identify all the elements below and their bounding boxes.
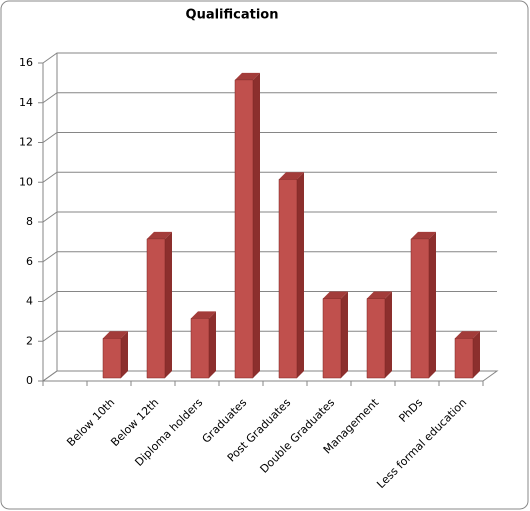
- y-tick-label: 0: [26, 374, 33, 387]
- bar-front: [410, 238, 430, 379]
- bar-top: [455, 331, 480, 339]
- grid-line: [42, 291, 497, 302]
- y-tick-label: 14: [19, 96, 33, 109]
- bar: [454, 331, 480, 379]
- grid-line: [42, 251, 497, 263]
- bar-side: [253, 72, 260, 378]
- bar: [190, 311, 216, 379]
- bar-top: [411, 231, 436, 239]
- bar: [322, 291, 348, 379]
- bar-front: [366, 298, 386, 379]
- bar-side: [385, 291, 392, 378]
- y-tick-label: 16: [19, 56, 33, 69]
- bar-front: [190, 318, 210, 379]
- bar-top: [103, 331, 128, 339]
- bar: [410, 231, 436, 379]
- bar-side: [165, 231, 172, 378]
- bar-front: [322, 298, 342, 379]
- bar-top: [147, 231, 172, 239]
- bar-front: [102, 338, 122, 379]
- bar-front: [278, 179, 298, 379]
- bar-side: [121, 331, 128, 378]
- bar-top: [323, 291, 348, 299]
- bar-top: [191, 311, 216, 319]
- bar-front: [146, 238, 166, 379]
- bar-front: [234, 79, 254, 379]
- grid-line: [42, 330, 497, 342]
- y-tick-label: 8: [26, 215, 33, 228]
- y-tick-label: 6: [26, 255, 33, 268]
- bar: [102, 331, 128, 379]
- bar-side: [297, 172, 304, 378]
- grid-line: [42, 132, 497, 143]
- bar-side: [209, 311, 216, 378]
- bar-front: [454, 338, 474, 379]
- bar-side: [341, 291, 348, 378]
- bar-side: [429, 231, 436, 378]
- bar-top: [235, 72, 260, 80]
- y-tick-label: 4: [26, 295, 33, 308]
- chart-title: Qualification: [186, 8, 279, 23]
- y-tick-label: 2: [26, 334, 33, 347]
- grid-line: [42, 52, 497, 64]
- y-tick-label: 12: [19, 136, 33, 149]
- grid-line: [42, 92, 497, 104]
- bar-side: [473, 331, 480, 378]
- grid-line: [42, 370, 497, 382]
- y-tick-label: 10: [19, 175, 33, 188]
- bar: [278, 172, 304, 379]
- grid-line: [42, 211, 497, 223]
- bar: [146, 231, 172, 379]
- bar: [366, 291, 392, 379]
- bar-top: [367, 291, 392, 299]
- bar-top: [279, 172, 304, 180]
- bar: [234, 72, 260, 379]
- grid-line: [42, 171, 497, 183]
